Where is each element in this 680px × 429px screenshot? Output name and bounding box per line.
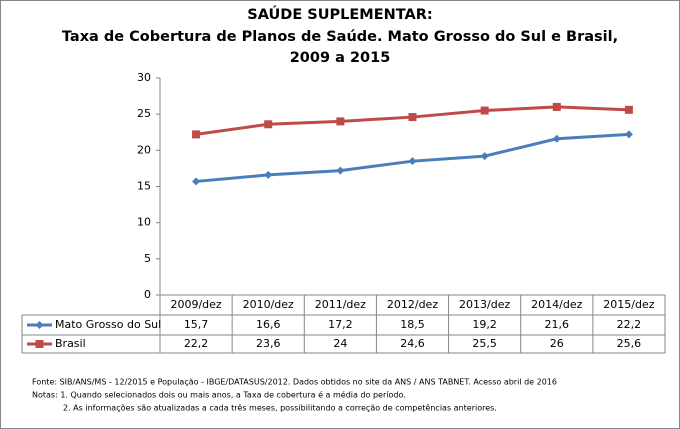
chart-title: Taxa de Cobertura de Planos de Saúde. Ma… [62, 29, 618, 45]
point [35, 340, 44, 348]
value-label: 15,7 [184, 318, 209, 331]
value-label: 19,2 [472, 318, 497, 331]
x-tick-label: 2009/dez [170, 298, 221, 311]
chart-title: 2009 a 2015 [290, 50, 391, 66]
point [336, 117, 345, 126]
point [624, 130, 633, 139]
value-label: 26 [550, 337, 564, 350]
point [480, 106, 489, 115]
x-tick-label: 2011/dez [315, 298, 366, 311]
value-label: 25,6 [617, 337, 642, 350]
y-tick-label: 15 [137, 180, 151, 193]
y-tick-label: 25 [137, 107, 151, 120]
value-label: 24 [333, 337, 347, 350]
point [264, 120, 273, 129]
legend-label: Brasil [55, 337, 86, 350]
note: Fonte: SIB/ANS/MS - 12/2015 e População … [32, 378, 557, 387]
value-label: 22,2 [184, 337, 209, 350]
legend-label: Mato Grosso do Sul [55, 318, 161, 331]
x-tick-label: 2015/dez [603, 298, 654, 311]
x-tick-label: 2010/dez [243, 298, 294, 311]
y-tick-label: 0 [144, 288, 151, 301]
value-label: 18,5 [400, 318, 425, 331]
x-tick-label: 2012/dez [387, 298, 438, 311]
value-label: 21,6 [545, 318, 570, 331]
point [192, 130, 201, 139]
point [624, 105, 633, 114]
point [480, 152, 489, 161]
value-label: 16,6 [256, 318, 281, 331]
x-tick-label: 2014/dez [531, 298, 582, 311]
value-label: 17,2 [328, 318, 353, 331]
y-tick-label: 10 [137, 216, 151, 229]
point [35, 321, 44, 329]
value-label: 24,6 [400, 337, 425, 350]
value-label: 23,6 [256, 337, 281, 350]
point [552, 134, 561, 143]
y-tick-label: 30 [137, 71, 151, 84]
y-tick-label: 5 [144, 252, 151, 265]
point [264, 170, 273, 179]
chart-title: SAÚDE SUPLEMENTAR: [247, 5, 432, 23]
point [192, 177, 201, 186]
value-label: 22,2 [617, 318, 642, 331]
value-label: 25,5 [472, 337, 497, 350]
x-tick-label: 2013/dez [459, 298, 510, 311]
point [552, 102, 561, 111]
y-tick-label: 20 [137, 143, 151, 156]
point [336, 166, 345, 175]
point [408, 157, 417, 166]
point [408, 113, 417, 122]
note: Notas: 1. Quando selecionados dois ou ma… [32, 390, 406, 400]
note: 2. As informações são atualizadas a cada… [63, 403, 497, 413]
